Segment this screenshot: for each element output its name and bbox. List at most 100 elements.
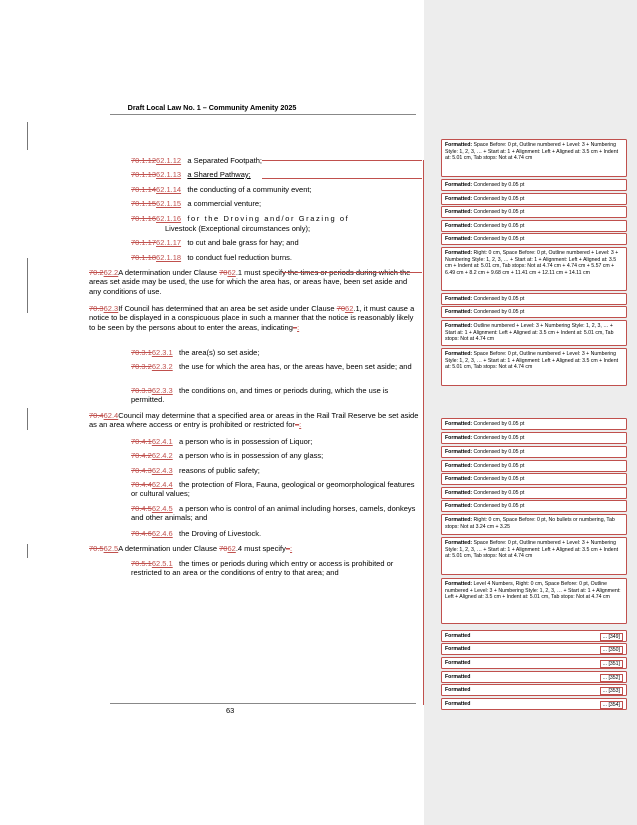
clause-62-4-2[interactable]: 70.4.262.4.2 a person who is in possessi…	[131, 451, 324, 460]
balloon-label: Formatted:	[445, 490, 473, 496]
comment-balloon[interactable]: Formatted ... [351]	[441, 657, 627, 669]
comment-balloon[interactable]: Formatted ... [353]	[441, 684, 627, 696]
balloon-text: Condensed by 0.05 pt	[472, 463, 525, 469]
comment-connector	[262, 160, 422, 161]
balloon-label: Formatted:	[445, 296, 473, 302]
comment-balloon[interactable]: Formatted: Right: 0 cm, Space Before: 0 …	[441, 514, 627, 535]
balloon-text: Condensed by 0.05 pt	[472, 236, 525, 242]
balloon-text: Condensed by 0.05 pt	[472, 503, 525, 509]
clause-62-1-17[interactable]: 70.1.1762.1.17 to cut and bale grass for…	[131, 238, 299, 247]
comment-balloon[interactable]: Formatted: Condensed by 0.05 pt	[441, 233, 627, 245]
comment-balloon[interactable]: Formatted: Condensed by 0.05 pt	[441, 193, 627, 205]
balloon-label: Formatted:	[445, 223, 473, 229]
clause-62-1-12[interactable]: 70.1.1262.1.12 a Separated Footpath;	[131, 156, 262, 165]
clause-62-1-13[interactable]: 70.1.1362.1.13 a Shared Pathway;	[131, 170, 251, 179]
clause-62-1-15[interactable]: 70.1.1562.1.15 a commercial venture;	[131, 199, 262, 208]
change-bar	[27, 544, 28, 558]
balloon-more-link[interactable]: ... [353]	[599, 686, 623, 695]
balloon-text: Condensed by 0.05 pt	[472, 209, 525, 215]
balloon-label: Formatted:	[445, 309, 473, 315]
balloon-label: Formatted:	[445, 517, 473, 523]
balloon-more-link[interactable]: ... [351]	[599, 659, 623, 668]
clause-62-1-14[interactable]: 70.1.1462.1.14 the conducting of a commu…	[131, 185, 312, 194]
balloon-label: Formatted	[445, 701, 471, 707]
balloon-more-link[interactable]: ... [349]	[599, 632, 623, 641]
comment-balloon[interactable]: Formatted: Condensed by 0.05 pt	[441, 500, 627, 512]
balloon-label: Formatted:	[445, 209, 473, 215]
balloon-text: Condensed by 0.05 pt	[472, 296, 525, 302]
comment-balloon[interactable]: Formatted: Condensed by 0.05 pt	[441, 220, 627, 232]
clause-62-3-2[interactable]: 70.3.262.3.2 the use for which the area …	[131, 362, 412, 371]
comment-balloon[interactable]: Formatted: Condensed by 0.05 pt	[441, 179, 627, 191]
clause-62-4-6[interactable]: 70.4.662.4.6 the Droving of Livestock.	[131, 529, 262, 538]
balloon-label: Formatted:	[445, 182, 473, 188]
balloon-text: Right: 0 cm, Space Before: 0 pt, No bull…	[445, 517, 615, 530]
balloon-label: Formatted:	[445, 463, 473, 469]
comment-balloon[interactable]: Formatted: Condensed by 0.05 pt	[441, 460, 627, 472]
balloon-text: Condensed by 0.05 pt	[472, 490, 525, 496]
balloon-text: Condensed by 0.05 pt	[472, 449, 525, 455]
balloon-label: Formatted:	[445, 581, 473, 587]
balloon-more-link[interactable]: ... [350]	[599, 645, 623, 654]
comment-balloon[interactable]: Formatted ... [349]	[441, 630, 627, 642]
clause-62-3-1[interactable]: 70.3.162.3.1 the area(s) so set aside;	[131, 348, 260, 357]
change-bar	[27, 408, 28, 430]
balloon-label: Formatted	[445, 633, 471, 639]
comment-balloon[interactable]: Formatted: Space Before: 0 pt, Outline n…	[441, 537, 627, 575]
clause-62-1-16-cont: Livestock (Exceptional circumstances onl…	[165, 224, 311, 233]
header-rule	[110, 114, 416, 115]
balloon-text: Condensed by 0.05 pt	[472, 196, 525, 202]
comment-balloon[interactable]: Formatted: Level 4 Numbers, Right: 0 cm,…	[441, 578, 627, 624]
clause-62-3[interactable]: 70.362.3If Council has determined that a…	[89, 304, 415, 332]
balloon-text: Condensed by 0.05 pt	[472, 182, 525, 188]
clause-62-1-18[interactable]: 70.1.1862.1.18 to conduct fuel reduction…	[131, 253, 292, 262]
comment-balloon[interactable]: Formatted ... [350]	[441, 643, 627, 655]
balloon-label: Formatted:	[445, 323, 473, 329]
clause-62-4-3[interactable]: 70.4.362.4.3 reasons of public safety;	[131, 466, 260, 475]
balloon-text: Level 4 Numbers, Right: 0 cm, Space Befo…	[445, 581, 621, 601]
comment-balloon[interactable]: Formatted: Space Before: 0 pt, Outline n…	[441, 348, 627, 386]
clause-62-5-1[interactable]: 70.5.162.5.1 the times or periods during…	[131, 559, 394, 578]
comment-balloon[interactable]: Formatted: Condensed by 0.05 pt	[441, 487, 627, 499]
page-number: 63	[226, 706, 235, 715]
comment-balloon[interactable]: Formatted: Condensed by 0.05 pt	[441, 473, 627, 485]
comment-balloon[interactable]: Formatted ... [354]	[441, 698, 627, 710]
comment-connector	[282, 272, 422, 273]
comment-balloon[interactable]: Formatted: Condensed by 0.05 pt	[441, 306, 627, 318]
comment-balloon[interactable]: Formatted ... [352]	[441, 671, 627, 683]
balloon-more-link[interactable]: ... [354]	[599, 700, 623, 709]
comment-balloon[interactable]: Formatted: Right: 0 cm, Space Before: 0 …	[441, 247, 627, 291]
footer-rule	[110, 703, 416, 704]
comment-balloon[interactable]: Formatted: Condensed by 0.05 pt	[441, 446, 627, 458]
comment-connector	[262, 178, 422, 179]
balloon-label: Formatted:	[445, 351, 473, 357]
comment-balloon[interactable]: Formatted: Condensed by 0.05 pt	[441, 432, 627, 444]
clause-62-4-5[interactable]: 70.4.562.4.5 a person who is control of …	[131, 504, 416, 523]
clause-62-3-3[interactable]: 70.3.362.3.3 the conditions on, and time…	[131, 386, 389, 405]
clause-62-1-16[interactable]: 70.1.1662.1.16 for the Droving and/or Gr…	[131, 214, 350, 223]
balloon-text: Condensed by 0.05 pt	[472, 223, 525, 229]
change-bar	[27, 122, 28, 150]
balloon-text: Right: 0 cm, Space Before: 0 pt, Outline…	[445, 250, 619, 276]
comment-balloon[interactable]: Formatted: Condensed by 0.05 pt	[441, 206, 627, 218]
balloon-label: Formatted:	[445, 435, 473, 441]
balloon-text: Condensed by 0.05 pt	[472, 476, 525, 482]
clause-62-4-4[interactable]: 70.4.462.4.4 the protection of Flora, Fa…	[131, 480, 415, 499]
comment-balloon[interactable]: Formatted: Condensed by 0.05 pt	[441, 293, 627, 305]
comment-balloon[interactable]: Formatted: Space Before: 0 pt, Outline n…	[441, 139, 627, 177]
balloon-text: Condensed by 0.05 pt	[472, 309, 525, 315]
clause-62-4-1[interactable]: 70.4.162.4.1 a person who is in possessi…	[131, 437, 313, 446]
balloon-label: Formatted:	[445, 250, 473, 256]
balloon-text: Space Before: 0 pt, Outline numbered + L…	[445, 351, 619, 371]
balloon-label: Formatted:	[445, 236, 473, 242]
balloon-more-link[interactable]: ... [352]	[599, 673, 623, 682]
balloon-text: Condensed by 0.05 pt	[472, 435, 525, 441]
clause-62-4[interactable]: 70.462.4Council may determine that a spe…	[89, 411, 419, 430]
comment-balloon[interactable]: Formatted: Condensed by 0.05 pt	[441, 418, 627, 430]
clause-62-5[interactable]: 70.562.5A determination under Clause 706…	[89, 544, 293, 553]
comment-balloon[interactable]: Formatted: Outline numbered + Level: 3 +…	[441, 320, 627, 346]
balloon-text: Outline numbered + Level: 3 + Numbering …	[445, 323, 614, 343]
balloon-text: Space Before: 0 pt, Outline numbered + L…	[445, 142, 619, 162]
balloon-label: Formatted:	[445, 540, 473, 546]
